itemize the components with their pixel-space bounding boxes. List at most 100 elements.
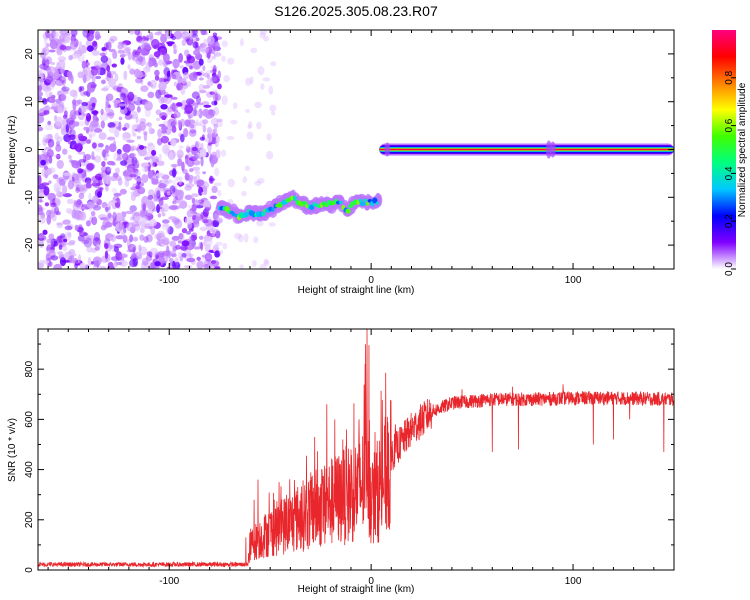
wavy-tone-core: [363, 198, 368, 202]
noise-blob: [141, 173, 149, 183]
noise-blob: [126, 222, 135, 232]
noise-blob: [149, 155, 154, 159]
noise-blob: [180, 78, 187, 84]
noise-blob: [211, 49, 219, 55]
noise-blob: [81, 113, 90, 117]
noise-blob: [173, 44, 178, 53]
noise-blob: [94, 246, 100, 251]
noise-blob: [160, 135, 170, 144]
noise-blob: [83, 237, 93, 248]
noise-blob: [215, 135, 220, 143]
noise-blob: [105, 93, 114, 102]
noise-blob: [121, 131, 131, 142]
noise-blob: [188, 114, 192, 120]
noise-blob: [70, 74, 74, 85]
noise-blob: [112, 50, 118, 59]
noise-blob: [187, 99, 196, 107]
noise-blob: [45, 43, 50, 48]
noise-blob: [167, 226, 174, 235]
noise-blob: [77, 254, 82, 264]
noise-blob: [93, 231, 101, 242]
noise-blob: [38, 207, 44, 216]
wavy-tone-core: [358, 198, 362, 203]
noise-blob: [106, 136, 116, 141]
noise-blob: [127, 91, 135, 102]
noise-blob: [159, 179, 168, 185]
noise-blob: [142, 66, 151, 73]
noise-blob: [105, 96, 109, 106]
spectrogram-y-tick-label: -10: [24, 190, 35, 205]
steady-tone-flare: [545, 140, 552, 159]
noise-blob: [46, 237, 55, 248]
noise-blob: [129, 234, 134, 243]
spectrogram-marks: [38, 30, 674, 269]
noise-blob: [101, 87, 109, 92]
snr-x-tick-label: 0: [368, 576, 374, 587]
noise-blob: [100, 166, 108, 173]
noise-blob: [105, 41, 112, 51]
noise-blob: [84, 153, 91, 161]
noise-blob: [106, 166, 112, 172]
noise-blob: [156, 117, 161, 122]
noise-blob: [184, 154, 190, 160]
noise-blob: [54, 116, 64, 127]
noise-blob: [130, 111, 138, 120]
noise-blob: [46, 149, 54, 158]
noise-blob: [60, 233, 66, 239]
noise-blob: [212, 93, 222, 102]
noise-blob: [178, 246, 188, 250]
noise-blob: [54, 132, 59, 141]
noise-blob: [174, 219, 183, 229]
noise-blob: [45, 58, 50, 68]
noise-blob: [176, 84, 181, 91]
noise-blob: [173, 111, 181, 119]
noise-blob: [136, 48, 145, 53]
noise-blob: [213, 182, 222, 187]
noise-blob: [86, 201, 95, 209]
noise-blob: [181, 228, 188, 234]
noise-blob: [171, 102, 176, 112]
noise-blob: [221, 95, 228, 106]
noise-blob: [60, 91, 67, 102]
noise-blob: [199, 148, 207, 158]
noise-blob: [47, 138, 55, 148]
noise-blob: [200, 241, 204, 251]
noise-blob: [177, 194, 184, 202]
noise-blob: [113, 192, 122, 197]
noise-blob: [171, 35, 176, 41]
noise-blob: [38, 114, 45, 124]
noise-blob: [38, 238, 44, 248]
noise-blob: [189, 124, 195, 129]
noise-blob: [150, 226, 156, 236]
noise-blob: [189, 99, 194, 104]
noise-blob: [170, 253, 177, 258]
noise-blob: [150, 79, 157, 89]
noise-blob: [68, 174, 74, 182]
noise-blob: [45, 133, 53, 140]
noise-blob: [68, 154, 72, 160]
noise-blob: [96, 244, 101, 251]
noise-blob: [64, 225, 73, 231]
noise-blob: [162, 212, 166, 217]
colorbar-tick-label: 0.4: [724, 166, 735, 180]
noise-blob: [93, 60, 102, 68]
noise-blob: [199, 136, 205, 141]
noise-blob: [107, 212, 112, 219]
noise-blob: [119, 188, 127, 195]
noise-blob: [88, 30, 96, 35]
noise-blob: [156, 190, 161, 199]
noise-blob: [74, 210, 83, 221]
noise-blob: [39, 81, 43, 86]
noise-blob: [171, 168, 177, 178]
noise-blob: [147, 194, 154, 200]
noise-blob: [257, 177, 265, 184]
noise-blob: [143, 225, 148, 229]
noise-blob: [122, 235, 128, 243]
noise-blob: [45, 89, 52, 98]
noise-blob: [73, 199, 77, 207]
noise-blob: [38, 109, 43, 114]
noise-blob: [211, 55, 216, 60]
noise-blob: [172, 217, 180, 225]
noise-blob: [176, 149, 184, 159]
